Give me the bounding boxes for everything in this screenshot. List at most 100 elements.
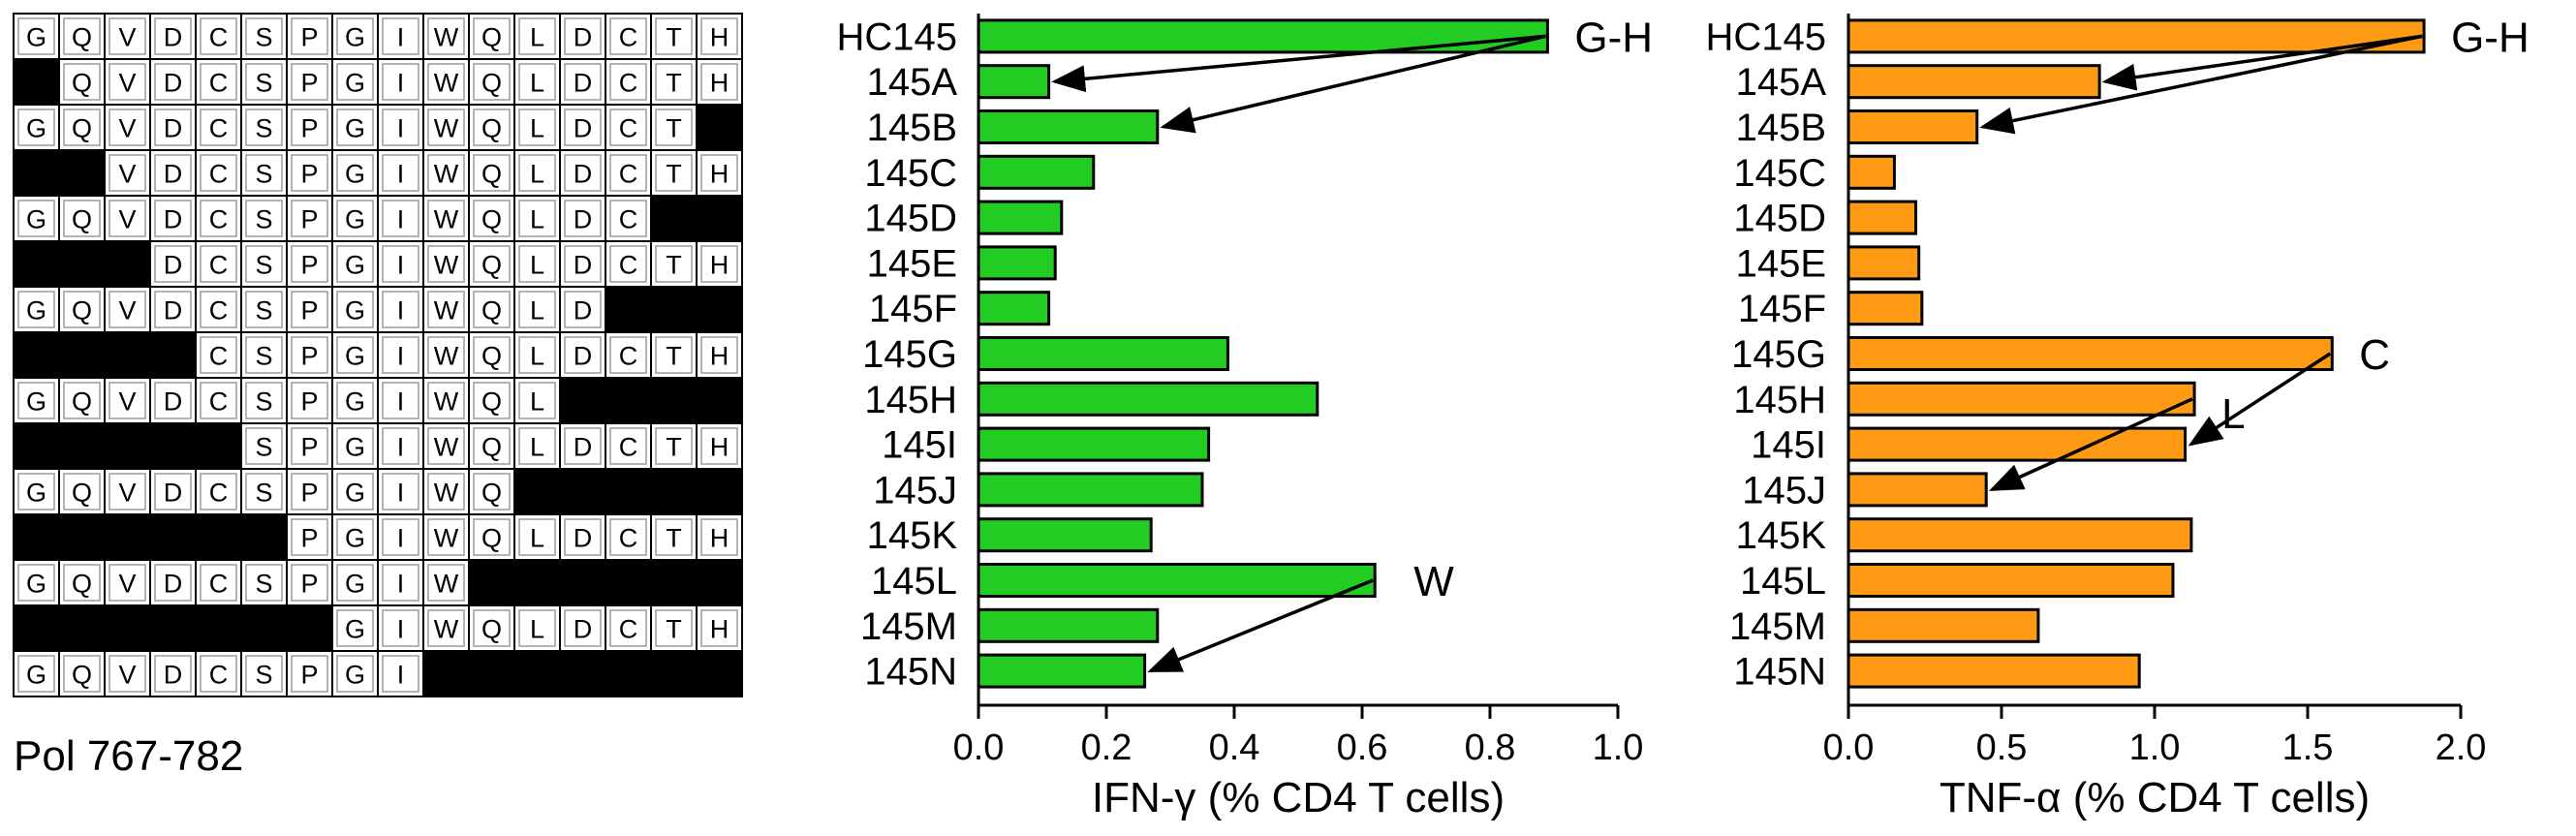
category-label: 145M: [860, 605, 957, 648]
residue-letter: P: [300, 69, 318, 98]
category-label: 145K: [867, 514, 958, 557]
residue-box: [564, 427, 602, 465]
residue-box: [427, 200, 465, 237]
blank-cell: [58, 513, 106, 561]
residue-box: [382, 518, 419, 556]
residue-box: [291, 17, 328, 55]
blank-cell: [559, 650, 606, 697]
residue-cell: [513, 513, 561, 561]
residue-box: [245, 245, 283, 283]
residue-letter: V: [118, 479, 136, 508]
residue-box: [564, 17, 602, 55]
residue-letter: G: [345, 114, 365, 143]
residue-box: [382, 17, 419, 55]
residue-cell: [195, 650, 242, 697]
residue-cell: [240, 104, 288, 151]
residue-letter: L: [530, 23, 544, 52]
residue-letter: D: [574, 23, 593, 52]
residue-letter: G: [345, 69, 365, 98]
residue-letter: Q: [481, 387, 502, 417]
residue-cell: [240, 13, 288, 60]
category-label: 145M: [1729, 605, 1826, 648]
x-tick-label: 0.5: [1976, 728, 2028, 768]
bar-145d: [977, 200, 1064, 235]
residue-letter: P: [300, 479, 318, 508]
blank-cell: [13, 149, 60, 197]
residue-letter: G: [26, 387, 47, 417]
arrow-hc145-to-145a: [2101, 34, 2423, 91]
bar-145f: [977, 291, 1051, 326]
residue-box: [382, 200, 419, 237]
residue-cell: [104, 650, 151, 697]
residue-box: [245, 17, 283, 55]
x-tick-label: 0.0: [1823, 728, 1875, 768]
residue-letter: V: [118, 570, 136, 599]
bar-hc145: [977, 18, 1549, 54]
residue-letter: L: [530, 296, 544, 325]
residue-box: [518, 17, 556, 55]
bar-145d: [1847, 200, 1918, 235]
blank-cell: [240, 604, 288, 652]
residue-box: [473, 518, 511, 556]
x-tick-label: 0.2: [1081, 728, 1133, 768]
residue-cell: [468, 604, 515, 652]
residue-letter: D: [164, 160, 183, 189]
bar-145i: [1847, 426, 2188, 462]
residue-letter: V: [118, 205, 136, 234]
residue-box: [700, 245, 738, 283]
residue-cell: [696, 422, 743, 470]
blank-cell: [104, 331, 151, 379]
category-label: 145G: [862, 333, 957, 376]
residue-box: [200, 200, 237, 237]
residue-cell: [58, 559, 106, 606]
residue-letter: I: [397, 615, 405, 644]
residue-letter: C: [209, 23, 229, 52]
category-label: 145D: [1733, 198, 1826, 240]
residue-box: [154, 564, 192, 602]
residue-box: [336, 245, 374, 283]
residue-box: [200, 154, 237, 192]
residue-cell: [513, 377, 561, 424]
residue-box: [427, 291, 465, 328]
residue-box: [63, 382, 101, 419]
category-label: 145J: [1742, 469, 1826, 511]
residue-box: [518, 518, 556, 556]
residue-letter: C: [619, 251, 638, 280]
residue-box: [154, 154, 192, 192]
residue-letter: Q: [72, 387, 92, 417]
residue-letter: D: [574, 114, 593, 143]
residue-letter: G: [345, 296, 365, 325]
residue-letter: H: [710, 342, 729, 371]
blank-cell: [104, 604, 151, 652]
residue-letter: S: [255, 570, 272, 599]
residue-letter: G: [26, 114, 47, 143]
residue-cell: [104, 149, 151, 197]
category-label: 145I: [1751, 424, 1826, 467]
blank-cell: [149, 331, 197, 379]
residue-letter: G: [345, 524, 365, 553]
residue-box: [245, 154, 283, 192]
residue-box: [63, 655, 101, 693]
residue-letter: D: [164, 69, 183, 98]
residue-cell: [240, 149, 288, 197]
tnf-alpha-chart: HC145145A145B145C145D145E145F145G145H145…: [1705, 14, 2529, 821]
residue-letter: D: [164, 387, 183, 417]
residue-cell: [377, 149, 424, 197]
residue-letter: P: [300, 296, 318, 325]
residue-cell: [513, 286, 561, 333]
residue-letter: S: [255, 342, 272, 371]
residue-box: [473, 382, 511, 419]
residue-letter: W: [434, 524, 459, 553]
residue-letter: C: [209, 69, 229, 98]
residue-box: [427, 473, 465, 511]
blank-cell: [650, 286, 698, 333]
residue-box: [473, 245, 511, 283]
residue-cell: [286, 377, 333, 424]
residue-box: [609, 108, 647, 146]
blank-cell: [513, 559, 561, 606]
residue-box: [382, 336, 419, 374]
residue-cell: [331, 422, 379, 470]
